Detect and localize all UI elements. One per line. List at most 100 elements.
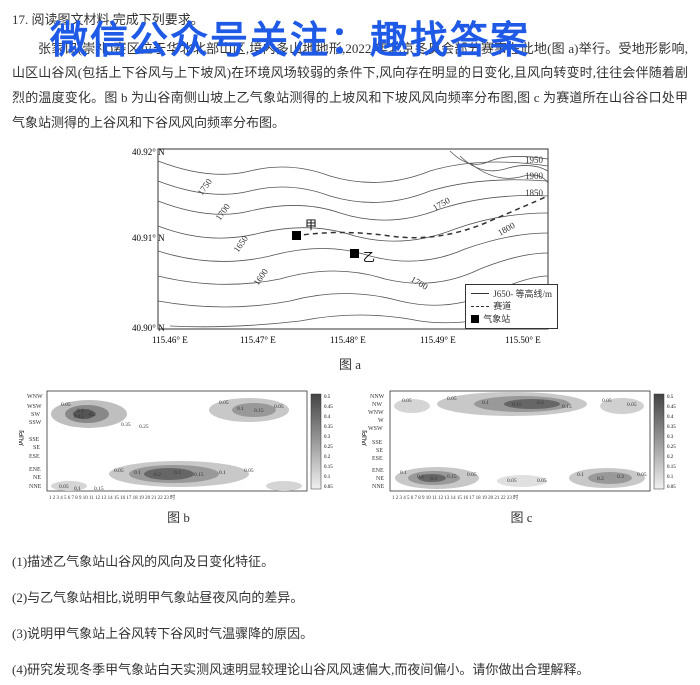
station-jia-marker bbox=[292, 231, 301, 240]
figure-b-container: WNWWSWSWSSW SSESEESE ENENENNE 风向 bbox=[19, 386, 339, 539]
svg-text:0.5: 0.5 bbox=[324, 395, 331, 400]
svg-text:0.45: 0.45 bbox=[667, 405, 676, 410]
svg-text:0.15: 0.15 bbox=[512, 402, 522, 408]
figc-colorbar: 0.50.450.4 0.350.30.25 0.20.150.10.05 bbox=[654, 394, 676, 490]
svg-text:1 2 3 4 5 6 7 8 9 10 11 12 13: 1 2 3 4 5 6 7 8 9 10 11 12 13 14 15 16 1… bbox=[49, 494, 175, 501]
svg-text:NNE: NNE bbox=[372, 484, 385, 490]
figc-ylabels: NNWNWWNWW WSWSSESEESE ENENENNE bbox=[368, 394, 385, 490]
figc-yaxis-title: 风向 bbox=[362, 430, 368, 446]
svg-text:SSW: SSW bbox=[29, 420, 42, 426]
svg-text:W: W bbox=[378, 418, 384, 424]
figure-b-label: 图 b bbox=[19, 506, 339, 531]
svg-text:0.1: 0.1 bbox=[219, 470, 226, 476]
svg-text:0.4: 0.4 bbox=[324, 415, 331, 420]
svg-text:0.1: 0.1 bbox=[74, 486, 81, 492]
svg-text:NNE: NNE bbox=[29, 484, 42, 490]
svg-text:0.3: 0.3 bbox=[667, 435, 674, 440]
svg-text:SSE: SSE bbox=[372, 440, 383, 446]
svg-text:0.3: 0.3 bbox=[174, 470, 181, 476]
station-yi-label: 乙 bbox=[363, 250, 375, 264]
map-legend: J650- 等高线/m 赛道 气象站 bbox=[465, 284, 558, 330]
svg-text:0.15: 0.15 bbox=[74, 414, 84, 420]
figure-c-chart: NNWNWWNWW WSWSSESEESE ENENENNE 风向 bbox=[362, 386, 682, 506]
sub-question-3: (3)说明甲气象站上谷风转下谷风时气温骤降的原因。 bbox=[12, 621, 688, 647]
svg-text:0.2: 0.2 bbox=[154, 472, 161, 478]
sub-question-2: (2)与乙气象站相比,说明甲气象站昼夜风向的差异。 bbox=[12, 585, 688, 611]
svg-text:SE: SE bbox=[33, 445, 40, 451]
svg-text:0.05: 0.05 bbox=[637, 472, 647, 478]
lon-label: 115.46° E bbox=[152, 335, 188, 345]
charts-row: WNWWSWSWSSW SSESEESE ENENENNE 风向 bbox=[12, 386, 688, 539]
svg-text:0.05: 0.05 bbox=[537, 478, 547, 484]
svg-text:0.1: 0.1 bbox=[324, 475, 331, 480]
svg-text:0.15: 0.15 bbox=[254, 408, 264, 414]
svg-text:WNW: WNW bbox=[27, 394, 43, 400]
svg-text:0.15: 0.15 bbox=[324, 465, 333, 470]
svg-text:0.4: 0.4 bbox=[667, 415, 674, 420]
svg-text:0.3: 0.3 bbox=[617, 474, 624, 480]
lon-label: 115.50° E bbox=[505, 335, 541, 345]
figc-xlabels: 1 2 3 4 5 6 7 8 9 10 11 12 13 14 15 16 1… bbox=[392, 494, 518, 501]
svg-text:0.2: 0.2 bbox=[89, 412, 96, 418]
watermark-overlay: 微信公众号关注：趣找答案 bbox=[50, 5, 530, 77]
svg-text:0.05: 0.05 bbox=[61, 402, 71, 408]
svg-text:0.35: 0.35 bbox=[324, 425, 333, 430]
svg-text:0.3: 0.3 bbox=[430, 476, 437, 482]
svg-text:0.15: 0.15 bbox=[447, 474, 457, 480]
svg-text:NE: NE bbox=[33, 475, 41, 481]
figure-c-label: 图 c bbox=[362, 506, 682, 531]
lat-label: 40.92° N bbox=[132, 147, 165, 157]
svg-text:1650: 1650 bbox=[231, 234, 250, 255]
svg-text:NE: NE bbox=[376, 476, 384, 482]
svg-text:0.05: 0.05 bbox=[402, 398, 412, 404]
figure-c-container: NNWNWWNWW WSWSSESEESE ENENENNE 风向 bbox=[362, 386, 682, 539]
lon-label: 115.49° E bbox=[420, 335, 456, 345]
svg-text:0.1: 0.1 bbox=[134, 470, 141, 476]
svg-text:0.1: 0.1 bbox=[577, 472, 584, 478]
station-jia-label: 甲 bbox=[305, 218, 317, 232]
svg-text:0.05: 0.05 bbox=[507, 478, 517, 484]
svg-text:ENE: ENE bbox=[29, 467, 41, 473]
svg-text:1750: 1750 bbox=[431, 195, 452, 213]
svg-text:1700: 1700 bbox=[409, 275, 430, 293]
svg-text:0.25: 0.25 bbox=[324, 445, 333, 450]
svg-text:SSE: SSE bbox=[29, 437, 40, 443]
lat-label: 40.91° N bbox=[132, 233, 165, 243]
svg-text:1900: 1900 bbox=[525, 171, 544, 181]
svg-text:0.05: 0.05 bbox=[114, 468, 124, 474]
figure-a-label: 图 a bbox=[12, 353, 688, 378]
svg-text:0.45: 0.45 bbox=[324, 405, 333, 410]
svg-text:0.05: 0.05 bbox=[667, 485, 676, 490]
figb-colorbar: 0.50.450.4 0.350.30.25 0.20.150.10.05 bbox=[311, 394, 333, 490]
figb-yaxis-title: 风向 bbox=[19, 430, 25, 446]
svg-text:0.25: 0.25 bbox=[667, 445, 676, 450]
station-yi-marker bbox=[350, 249, 359, 258]
svg-text:0.05: 0.05 bbox=[244, 468, 254, 474]
svg-text:ENE: ENE bbox=[372, 468, 384, 474]
svg-text:0.2: 0.2 bbox=[324, 455, 331, 460]
svg-text:0.05: 0.05 bbox=[59, 484, 69, 490]
svg-text:0.05: 0.05 bbox=[627, 402, 637, 408]
svg-text:NW: NW bbox=[372, 402, 382, 408]
sub-question-4: (4)研究发现冬季甲气象站白天实测风速明显较理论山谷风风速偏大,而夜间偏小。请你… bbox=[12, 657, 688, 683]
svg-text:0.35: 0.35 bbox=[667, 425, 676, 430]
figure-a-map: 40.92° N 40.91° N 40.90° N 115.46° E 115… bbox=[130, 141, 570, 351]
svg-text:0.1: 0.1 bbox=[667, 475, 674, 480]
lon-label: 115.48° E bbox=[330, 335, 366, 345]
svg-text:0.05: 0.05 bbox=[219, 400, 229, 406]
svg-text:0.05: 0.05 bbox=[274, 404, 284, 410]
lon-label: 115.47° E bbox=[240, 335, 276, 345]
legend-station: 气象站 bbox=[483, 313, 510, 326]
figure-b-chart: WNWWSWSWSSW SSESEESE ENENENNE 风向 bbox=[19, 386, 339, 506]
legend-track: 赛道 bbox=[493, 300, 511, 313]
svg-text:1600: 1600 bbox=[251, 267, 270, 288]
svg-text:WSW: WSW bbox=[368, 426, 383, 432]
svg-text:0.05: 0.05 bbox=[467, 472, 477, 478]
svg-text:WNW: WNW bbox=[368, 410, 384, 416]
legend-contour: J650- 等高线/m bbox=[493, 288, 552, 301]
svg-text:0.2: 0.2 bbox=[597, 476, 604, 482]
svg-text:0.3: 0.3 bbox=[324, 435, 331, 440]
svg-text:0.1: 0.1 bbox=[482, 400, 489, 406]
svg-text:0.15: 0.15 bbox=[194, 472, 204, 478]
svg-text:WSW: WSW bbox=[27, 404, 42, 410]
